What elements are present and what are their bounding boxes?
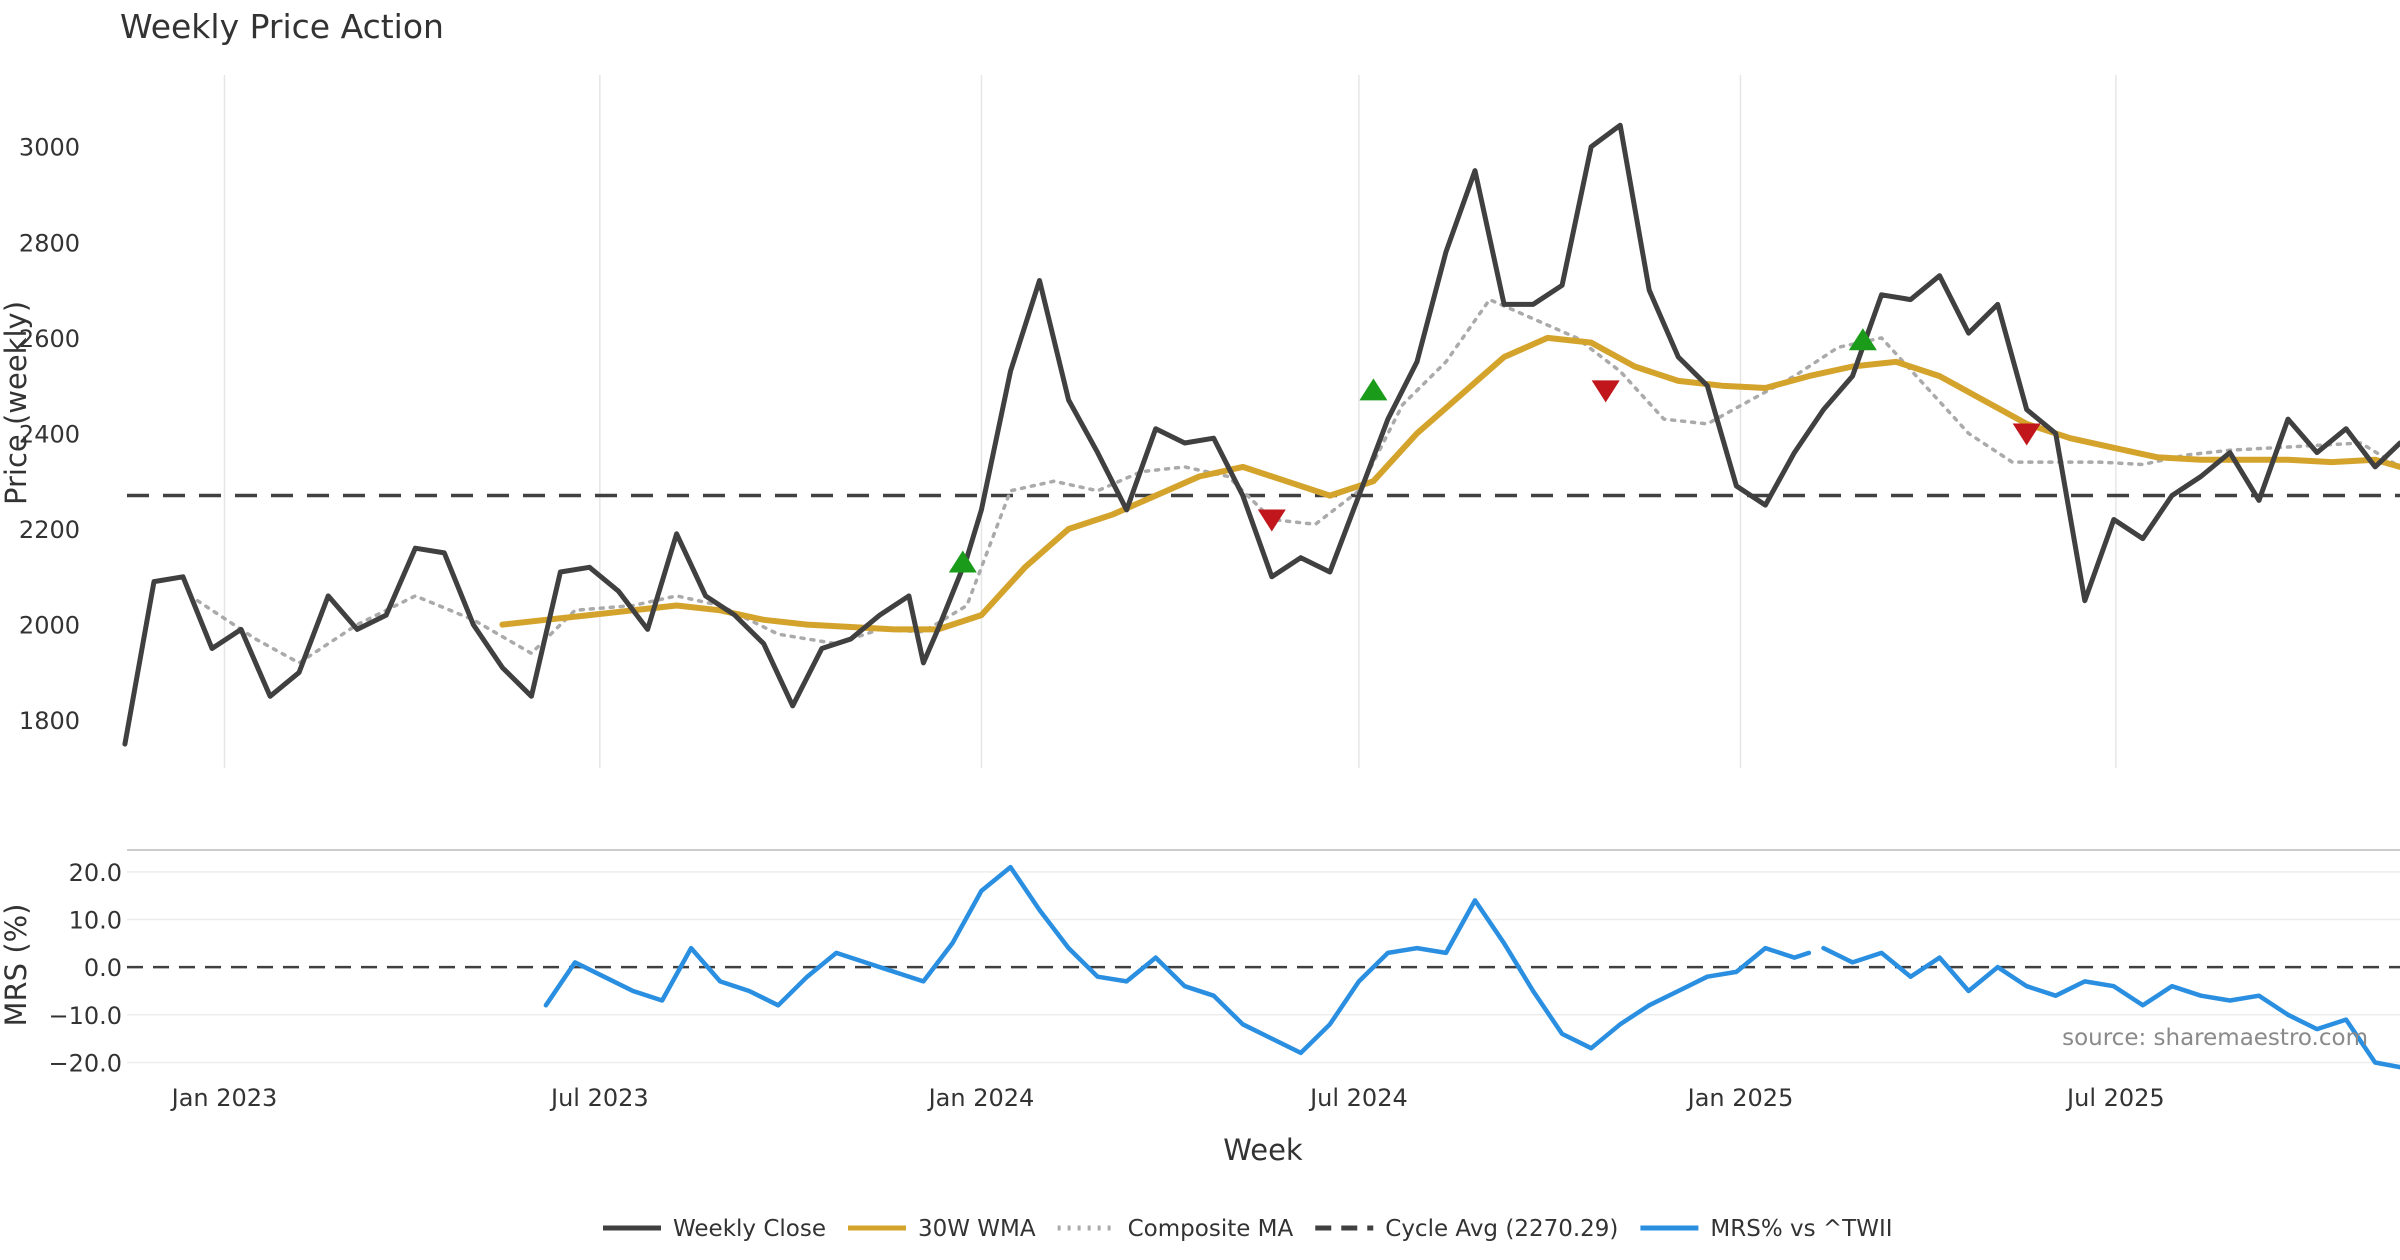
buy-signal-marker-2 bbox=[1359, 378, 1388, 401]
legend-label-1: 30W WMA bbox=[918, 1216, 1036, 1242]
buy-signal-marker-0 bbox=[948, 550, 977, 573]
x-tick-label-5: Jul 2025 bbox=[2065, 1084, 2165, 1112]
mrs-y-tick-4: −20.0 bbox=[48, 1049, 122, 1077]
x-tick-label-3: Jul 2024 bbox=[1308, 1084, 1408, 1112]
x-tick-label-1: Jul 2023 bbox=[549, 1084, 649, 1112]
weekly-close-line bbox=[122, 122, 2400, 747]
price-y-tick-2200: 2200 bbox=[19, 516, 80, 544]
legend-label-3: Cycle Avg (2270.29) bbox=[1385, 1216, 1618, 1242]
chart-title: Weekly Price Action bbox=[120, 7, 444, 46]
price-y-tick-2000: 2000 bbox=[19, 612, 80, 640]
price-y-tick-2600: 2600 bbox=[19, 325, 80, 353]
legend: Weekly Close 30W WMA Composite MA Cycle Avg… bbox=[603, 1216, 1893, 1242]
x-axis-label: Week bbox=[1223, 1133, 1303, 1167]
price-y-axis-label: Price (weekly) bbox=[0, 301, 33, 505]
mrs-y-tick-3: −10.0 bbox=[48, 1002, 122, 1030]
x-tick-label-2: Jan 2024 bbox=[927, 1084, 1035, 1112]
price-y-tick-1800: 1800 bbox=[19, 707, 80, 735]
mrs-y-tick-0: 20.0 bbox=[69, 859, 122, 887]
price-panel: Jan 2023 Jul 2023 Jan 2024 Jul 2024 Jan 2025… bbox=[19, 75, 2400, 1112]
sell-signal-marker-3 bbox=[1591, 380, 1620, 403]
sell-signal-marker-1 bbox=[1257, 509, 1286, 532]
composite-ma-line bbox=[195, 297, 2400, 665]
30w-wma-line bbox=[499, 334, 2400, 633]
mrs-line-segment-0 bbox=[543, 864, 1812, 1056]
mrs-panel: 20.0 10.0 0.0 −10.0 −20.0 bbox=[48, 849, 2400, 1077]
mrs-line-segment-1 bbox=[1821, 945, 2400, 1070]
x-tick-label-0: Jan 2023 bbox=[170, 1084, 278, 1112]
legend-label-0: Weekly Close bbox=[673, 1216, 826, 1242]
legend-label-4: MRS% vs ^TWII bbox=[1710, 1216, 1892, 1242]
source-watermark: source: sharemaestro.com bbox=[2062, 1025, 2368, 1051]
buy-signal-marker-4 bbox=[1848, 328, 1877, 351]
legend-label-2: Composite MA bbox=[1128, 1216, 1294, 1242]
sell-signal-marker-5 bbox=[2012, 423, 2041, 446]
x-tick-label-4: Jan 2025 bbox=[1686, 1084, 1794, 1112]
mrs-y-axis-label: MRS (%) bbox=[0, 904, 33, 1027]
price-y-tick-3000: 3000 bbox=[19, 134, 80, 162]
mrs-y-tick-2: 0.0 bbox=[84, 954, 122, 982]
price-y-tick-2400: 2400 bbox=[19, 420, 80, 448]
price-y-tick-2800: 2800 bbox=[19, 229, 80, 257]
mrs-y-tick-1: 10.0 bbox=[69, 906, 122, 934]
